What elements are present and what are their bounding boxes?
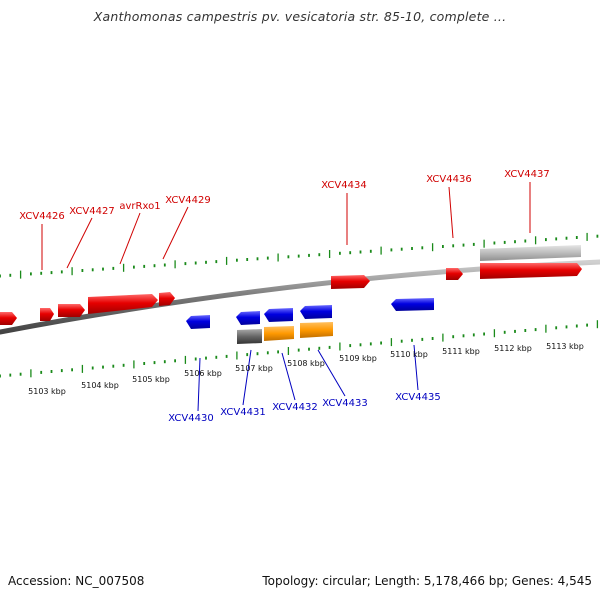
leader-line — [413, 344, 419, 391]
plus-strand-features — [0, 245, 582, 325]
gene-feature[interactable] — [480, 245, 581, 261]
leader-line — [281, 352, 296, 401]
gene-feature[interactable] — [88, 294, 158, 314]
tick-label: 5112 kbp — [494, 344, 532, 353]
tick-label: 5105 kbp — [132, 375, 170, 384]
tick-label: 5107 kbp — [235, 364, 273, 373]
leader-line — [119, 212, 141, 265]
plus-gene-labels: XCV4426 XCV4427 avrRxo1 XCV4429 XCV4434 … — [19, 169, 549, 222]
leader-line — [66, 217, 93, 269]
gene-feature[interactable] — [300, 322, 333, 338]
gene-feature[interactable] — [331, 275, 370, 289]
gene-label[interactable]: XCV4430 — [168, 413, 213, 424]
gene-label[interactable]: XCV4437 — [504, 169, 549, 180]
gene-label[interactable]: XCV4436 — [426, 174, 471, 185]
genome-title: Xanthomonas campestris pv. vesicatoria s… — [93, 9, 507, 24]
gene-label[interactable]: XCV4435 — [395, 392, 440, 403]
gene-feature[interactable] — [159, 292, 175, 306]
gene-label[interactable]: XCV4429 — [165, 195, 210, 206]
gene-label[interactable]: XCV4426 — [19, 211, 64, 222]
leader-line — [197, 357, 201, 412]
minus-strand-features — [186, 298, 434, 344]
gene-feature[interactable] — [391, 298, 434, 311]
gene-label[interactable]: XCV4432 — [272, 402, 317, 413]
leader-line — [448, 186, 454, 239]
tick-label: 5106 kbp — [184, 369, 222, 378]
gene-feature[interactable] — [264, 308, 293, 322]
gene-feature[interactable] — [264, 326, 294, 341]
accession-text: Accession: NC_007508 — [8, 574, 145, 588]
tick-label: 5104 kbp — [81, 381, 119, 390]
gene-feature[interactable] — [58, 304, 85, 317]
gene-feature[interactable] — [480, 263, 582, 279]
tick-label: 5110 kbp — [390, 350, 428, 359]
gene-label[interactable]: XCV4431 — [220, 407, 265, 418]
gene-feature[interactable] — [40, 308, 54, 321]
gene-feature[interactable] — [300, 305, 332, 319]
gene-feature[interactable] — [236, 311, 260, 325]
gene-feature[interactable] — [237, 329, 262, 344]
lower-tick-track — [0, 320, 599, 378]
gene-feature[interactable] — [0, 312, 17, 325]
tick-label: 5103 kbp — [28, 387, 66, 396]
tick-label: 5108 kbp — [287, 359, 325, 368]
gene-label[interactable]: XCV4427 — [69, 206, 114, 217]
tick-label: 5111 kbp — [442, 347, 480, 356]
gene-feature[interactable] — [186, 315, 210, 329]
upper-tick-track — [0, 232, 599, 279]
minus-gene-labels: XCV4430 XCV4431 XCV4432 XCV4433 XCV4435 — [168, 392, 440, 424]
kbp-tick-labels: 5103 kbp 5104 kbp 5105 kbp 5106 kbp 5107… — [28, 342, 584, 396]
leader-line — [242, 349, 252, 406]
leader-line — [317, 349, 346, 397]
leader-line — [162, 206, 189, 260]
gene-label[interactable]: XCV4434 — [321, 180, 366, 191]
tick-label: 5113 kbp — [546, 342, 584, 351]
tick-label: 5109 kbp — [339, 354, 377, 363]
gene-label[interactable]: avrRxo1 — [119, 201, 160, 212]
gene-feature[interactable] — [446, 268, 463, 280]
gene-label[interactable]: XCV4433 — [322, 398, 367, 409]
genome-summary-text: Topology: circular; Length: 5,178,466 bp… — [262, 574, 592, 588]
label-leader-lines — [41, 182, 531, 412]
